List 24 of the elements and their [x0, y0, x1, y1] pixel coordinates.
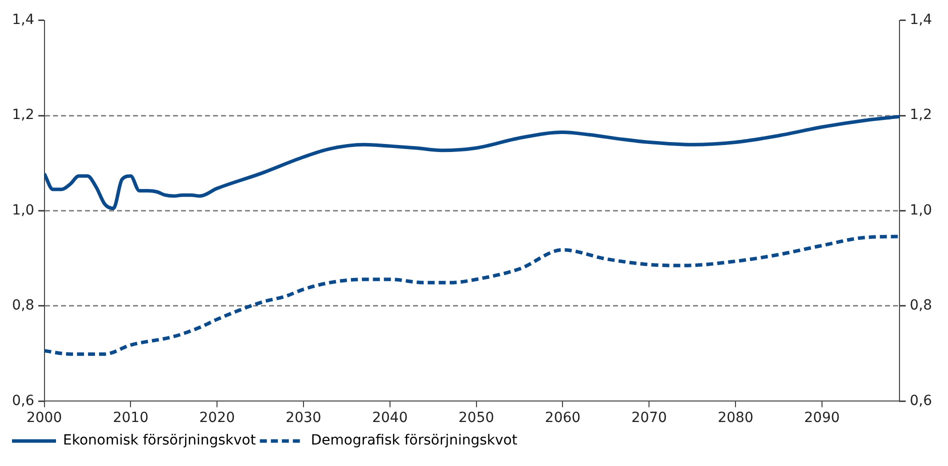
y-tick-label: 1,2	[12, 107, 34, 124]
y2-tick-label: 0,6	[910, 392, 932, 409]
y-tick-label: 1,4	[12, 12, 34, 28]
x-tick-label: 2030	[286, 410, 322, 426]
x-tick-label: 2020	[199, 410, 235, 426]
y2-tick-label: 1,2	[910, 107, 932, 124]
x-tick-label: 2040	[372, 410, 408, 426]
legend-label: Ekonomisk försörjningskvot	[63, 432, 256, 449]
x-tick-label: 2090	[804, 410, 840, 426]
x-tick-label: 2060	[544, 410, 581, 426]
x-tick-label: 2050	[458, 410, 494, 426]
x-tick-label: 2070	[631, 410, 667, 426]
x-tick-label: 2000	[26, 410, 62, 426]
y2-tick-label: 0,8	[910, 298, 932, 314]
y2-tick-label: 1,4	[910, 12, 932, 28]
y-tick-label: 0,8	[12, 298, 34, 314]
line-series	[44, 234, 900, 356]
y2-tick-label: 1,0	[910, 202, 932, 218]
y-tick-label: 0,6	[12, 392, 34, 409]
line-series	[44, 114, 900, 210]
x-tick-label: 2010	[112, 410, 148, 426]
y-tick-label: 1,0	[12, 202, 34, 218]
x-tick-label: 2080	[718, 410, 754, 426]
legend-label: Demografisk försörjningskvot	[310, 432, 518, 449]
